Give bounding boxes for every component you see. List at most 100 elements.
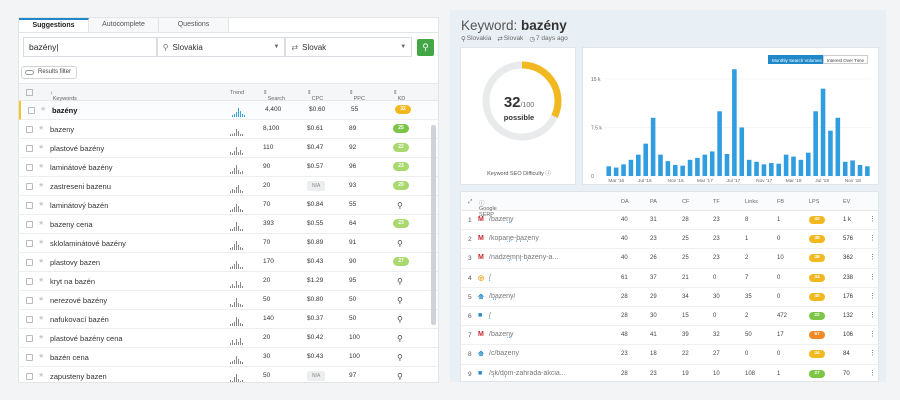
row-checkbox[interactable] <box>26 259 33 266</box>
keyword-text[interactable]: plastové bazény <box>50 144 105 153</box>
tab-suggestions[interactable]: Suggestions <box>19 18 89 32</box>
keyword-text[interactable]: laminátový bazén <box>50 201 109 210</box>
keyword-text[interactable]: bazeny <box>50 125 75 134</box>
col-cf[interactable]: CF <box>682 199 690 205</box>
scrollbar[interactable] <box>431 125 436 325</box>
more-options-icon[interactable]: ⋮ <box>869 350 876 358</box>
col-da[interactable]: DA <box>621 199 629 205</box>
keyword-text[interactable]: bazeny cena <box>50 220 93 229</box>
star-icon[interactable]: ★ <box>38 296 45 303</box>
keyword-row[interactable]: ★ plastové bazény cena 20 $0.42 100 ⚲ <box>19 329 438 348</box>
col-lps[interactable]: LPS <box>809 199 820 205</box>
keyword-text[interactable]: bazény <box>52 106 78 115</box>
row-checkbox[interactable] <box>26 164 33 171</box>
more-options-icon[interactable]: ⋮ <box>869 331 876 339</box>
search-button[interactable]: ⚲ <box>417 38 434 56</box>
row-checkbox[interactable] <box>28 107 35 114</box>
keyword-row[interactable]: ★ laminátový bazén 70 $0.84 55 ⚲ <box>19 196 438 215</box>
col-ppc[interactable]: ⇕ PPC <box>349 90 365 102</box>
serp-url-link[interactable]: bazeny.heureka.sk/ <box>489 274 491 281</box>
more-options-icon[interactable]: ⋮ <box>869 216 876 223</box>
col-trend[interactable]: Trend <box>230 90 245 96</box>
keyword-row[interactable]: ★ plastové bazény 110 $0.47 92 22 <box>19 139 438 158</box>
search-icon[interactable]: ⚲ <box>397 334 403 343</box>
star-icon[interactable]: ★ <box>38 201 45 208</box>
row-checkbox[interactable] <box>26 354 33 361</box>
row-checkbox[interactable] <box>26 373 33 380</box>
serp-url-link[interactable]: mountfield.sk/bazeny <box>489 216 514 223</box>
keyword-text[interactable]: sklolaminátové bazény <box>50 239 126 248</box>
row-checkbox[interactable] <box>26 202 33 209</box>
star-icon[interactable]: ★ <box>38 334 45 341</box>
keyword-text[interactable]: zapusteny bazen <box>50 372 107 381</box>
location-select[interactable]: ⚲ Slovakia ▼ <box>156 37 286 57</box>
row-checkbox[interactable] <box>26 126 33 133</box>
keyword-text[interactable]: bazén cena <box>50 353 89 362</box>
expand-icon[interactable]: ⤢ <box>468 199 473 205</box>
col-keywords[interactable]: ↓ Keywords <box>50 90 77 102</box>
keyword-row[interactable]: ★ bazény 4,400 $0.60 55 32 <box>19 101 438 120</box>
row-checkbox[interactable] <box>26 145 33 152</box>
col-search[interactable]: ⇕ Search <box>263 90 286 102</box>
more-options-icon[interactable]: ⋮ <box>869 235 876 243</box>
select-all-checkbox[interactable] <box>26 89 33 96</box>
keyword-text[interactable]: plastové bazény cena <box>50 334 123 343</box>
serp-url-link[interactable]: mountfield.cz/bazeny <box>489 331 514 338</box>
keyword-row[interactable]: ★ plastovy bazen 170 $0.43 90 27 <box>19 253 438 272</box>
star-icon[interactable]: ★ <box>38 277 45 284</box>
serp-url-link[interactable]: maxstore.sk/c/bazeny <box>489 350 519 357</box>
more-options-icon[interactable]: ⋮ <box>869 292 876 300</box>
tab-autocomplete[interactable]: Autocomplete <box>89 18 159 32</box>
serp-url-link[interactable]: mountfield.sk/nadzemni-bazeny-a... <box>489 254 558 261</box>
search-icon[interactable]: ⚲ <box>397 315 403 324</box>
keyword-row[interactable]: ★ zapusteny bazen 50 N/A 97 ⚲ <box>19 367 438 382</box>
star-icon[interactable]: ★ <box>38 353 45 360</box>
keyword-row[interactable]: ★ bazeny 8,100 $0.61 89 25 <box>19 120 438 139</box>
row-checkbox[interactable] <box>26 221 33 228</box>
star-icon[interactable]: ★ <box>38 239 45 246</box>
serp-url-link[interactable]: lacnebazeny.sk/ <box>489 312 491 319</box>
search-icon[interactable]: ⚲ <box>397 296 403 305</box>
row-checkbox[interactable] <box>26 183 33 190</box>
star-icon[interactable]: ★ <box>38 163 45 170</box>
row-checkbox[interactable] <box>26 278 33 285</box>
col-kd[interactable]: ⇕ KD <box>393 90 406 102</box>
more-options-icon[interactable]: ⋮ <box>869 311 876 319</box>
star-icon[interactable]: ★ <box>38 372 45 379</box>
star-icon[interactable]: ★ <box>38 182 45 189</box>
col-fb[interactable]: FB <box>777 199 785 205</box>
col-ev[interactable]: EV <box>843 199 851 205</box>
keyword-row[interactable]: ★ laminátové bazény 90 $0.57 96 23 <box>19 158 438 177</box>
row-checkbox[interactable] <box>26 297 33 304</box>
keyword-row[interactable]: ★ kryt na bazén 20 $1.29 95 ⚲ <box>19 272 438 291</box>
more-options-icon[interactable]: ⋮ <box>869 254 876 262</box>
keyword-row[interactable]: ★ bazén cena 30 $0.43 100 ⚲ <box>19 348 438 367</box>
star-icon[interactable]: ★ <box>38 315 45 322</box>
more-options-icon[interactable]: ⋮ <box>869 273 876 281</box>
search-icon[interactable]: ⚲ <box>397 239 403 248</box>
col-cpc[interactable]: ⇕ CPC <box>307 90 324 102</box>
col-tf[interactable]: TF <box>713 199 720 205</box>
keyword-text[interactable]: zastreseni bazenu <box>50 182 111 191</box>
keyword-text[interactable]: plastovy bazen <box>50 258 101 267</box>
keyword-row[interactable]: ★ nafukovací bazén 140 $0.37 50 ⚲ <box>19 310 438 329</box>
tab-questions[interactable]: Questions <box>159 18 229 32</box>
star-icon[interactable]: ★ <box>40 106 47 113</box>
search-icon[interactable]: ⚲ <box>397 353 403 362</box>
star-icon[interactable]: ★ <box>38 220 45 227</box>
more-options-icon[interactable]: ⋮ <box>869 369 876 377</box>
keyword-input[interactable]: bazény| <box>23 37 157 57</box>
star-icon[interactable]: ★ <box>38 125 45 132</box>
info-icon[interactable]: ⓘ <box>545 171 551 177</box>
search-icon[interactable]: ⚲ <box>397 277 403 286</box>
keyword-text[interactable]: nafukovací bazén <box>50 315 109 324</box>
row-checkbox[interactable] <box>26 335 33 342</box>
row-checkbox[interactable] <box>26 240 33 247</box>
keyword-text[interactable]: laminátové bazény <box>50 163 113 172</box>
keyword-row[interactable]: ★ zastreseni bazenu 20 N/A 93 20 <box>19 177 438 196</box>
keyword-row[interactable]: ★ bazeny cena 393 $0.55 64 23 <box>19 215 438 234</box>
language-select[interactable]: ⇄ Slovak ▼ <box>285 37 413 57</box>
serp-url-link[interactable]: mountfield.sk/kopane-bazeny <box>489 235 539 242</box>
col-links[interactable]: Links <box>745 199 758 205</box>
star-icon[interactable]: ★ <box>38 258 45 265</box>
